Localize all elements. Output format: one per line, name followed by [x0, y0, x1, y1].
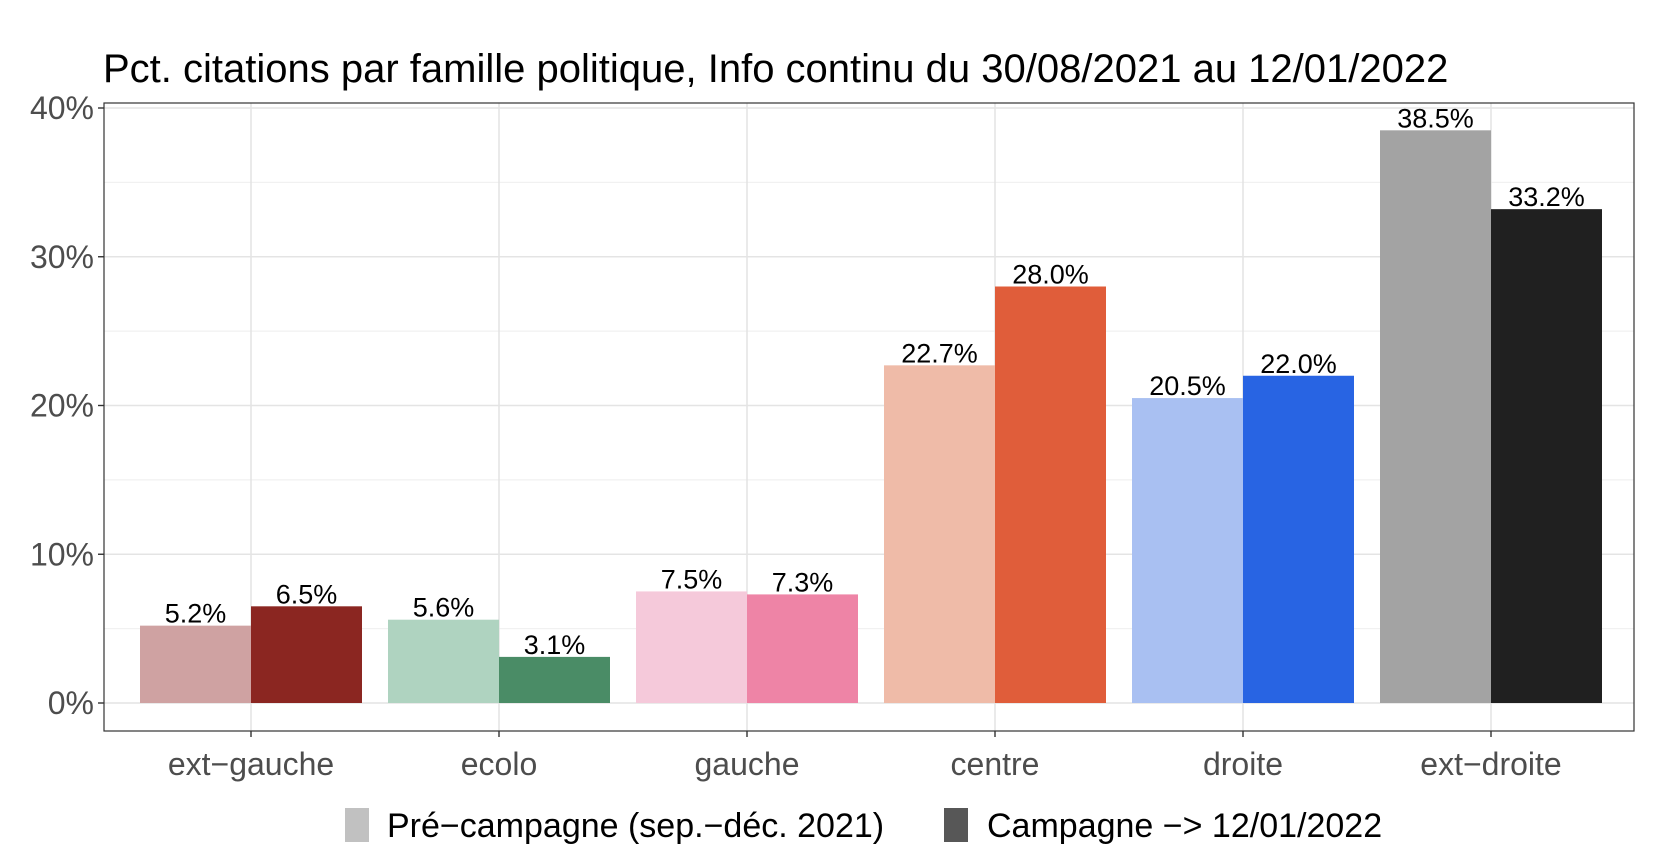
y-tick-label: 40% — [30, 90, 94, 126]
bar-value-label: 7.5% — [661, 564, 723, 594]
bar-campagne-2 — [747, 594, 858, 703]
y-tick-label: 0% — [48, 685, 94, 721]
bar-campagne-1 — [499, 656, 610, 703]
x-tick-label: gauche — [695, 746, 800, 782]
x-axis: ext−gauche ecolo gauche centre droite ext−dro… — [168, 731, 1562, 782]
bar-pre-campagne-3 — [884, 365, 995, 703]
bar-value-label: 22.7% — [901, 338, 978, 368]
bar-labels: 5.2% 5.6% 7.5% 22.7% 20.5% 38.5% 6.5% 3.1% 7.3% 2… — [165, 103, 1585, 660]
x-tick-label: ext−droite — [1420, 746, 1561, 782]
bar-campagne-4 — [1243, 375, 1354, 703]
x-tick-label: centre — [951, 746, 1040, 782]
bar-pre-campagne-5 — [1380, 130, 1491, 703]
bar-value-label: 3.1% — [524, 630, 586, 660]
bar-value-label: 6.5% — [276, 579, 338, 609]
bar-value-label: 5.6% — [413, 593, 475, 623]
bar-value-label: 5.2% — [165, 599, 227, 629]
bar-value-label: 20.5% — [1149, 371, 1226, 401]
bar-value-label: 22.0% — [1260, 349, 1337, 379]
chart-title: Pct. citations par famille politique, In… — [103, 47, 1448, 91]
legend-label-campagne: Campagne −> 12/01/2022 — [987, 807, 1382, 845]
y-tick-label: 20% — [30, 388, 94, 424]
bar-pre-campagne-0 — [140, 625, 251, 703]
bar-value-label: 7.3% — [772, 567, 834, 597]
y-tick-label: 30% — [30, 239, 94, 275]
legend-key-campagne — [944, 808, 968, 842]
bar-pre-campagne-2 — [636, 591, 747, 703]
bar-value-label: 38.5% — [1397, 103, 1474, 133]
x-tick-label: ecolo — [461, 746, 538, 782]
legend-key-pre-campagne — [345, 808, 369, 842]
x-tick-label: droite — [1203, 746, 1283, 782]
bar-campagne-3 — [995, 286, 1106, 703]
bar-value-label: 28.0% — [1012, 260, 1089, 290]
panel-border — [103, 102, 1635, 732]
y-tick-label: 10% — [30, 536, 94, 572]
bar-value-label: 33.2% — [1508, 182, 1585, 212]
bar-pre-campagne-1 — [388, 619, 499, 703]
y-axis: 0% 10% 20% 30% 40% — [30, 90, 104, 721]
bar-campagne-5 — [1491, 209, 1602, 703]
bar-pre-campagne-4 — [1132, 398, 1243, 703]
bars — [140, 130, 1602, 703]
bar-campagne-0 — [251, 606, 362, 703]
legend: Pré−campagne (sep.−déc. 2021) Campagne −… — [345, 807, 1382, 845]
x-tick-label: ext−gauche — [168, 746, 334, 782]
legend-label-pre-campagne: Pré−campagne (sep.−déc. 2021) — [387, 807, 884, 845]
